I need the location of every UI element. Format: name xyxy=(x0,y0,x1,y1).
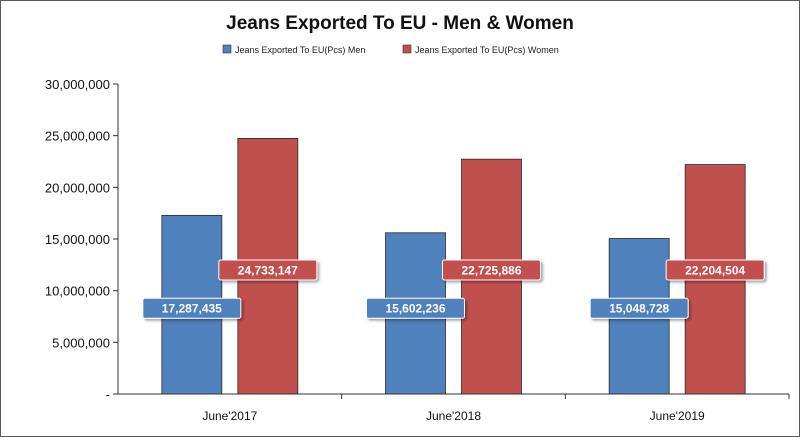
legend: Jeans Exported To EU(Pcs) Men Jeans Expor… xyxy=(222,44,559,55)
y-tick-label: 10,000,000 xyxy=(45,284,110,299)
x-tick-label: June'2019 xyxy=(650,409,705,423)
data-label-box xyxy=(665,259,765,281)
x-tick-label: June'2018 xyxy=(426,409,481,423)
y-tick-label: 20,000,000 xyxy=(45,180,110,195)
legend-swatch xyxy=(222,44,232,54)
data-label-box xyxy=(142,297,242,319)
data-label: 22,204,504 xyxy=(685,264,745,278)
data-labels: 17,287,435 24,733,147 15,602,236 22,725,886… xyxy=(142,259,765,319)
x-axis: June'2017 June'2018 June'2019 xyxy=(118,393,790,423)
y-tick-label: 15,000,000 xyxy=(45,232,110,247)
y-axis: - 5,000,000 10,000,000 15,000,000 20,000,000… xyxy=(45,77,119,402)
x-tick-label: June'2017 xyxy=(202,409,257,423)
data-label-box xyxy=(442,259,541,281)
data-label: 24,733,147 xyxy=(238,264,298,278)
y-tick-label: 30,000,000 xyxy=(45,77,110,92)
chart-title: Jeans Exported To EU - Men & Women xyxy=(226,13,574,34)
y-tick-label: - xyxy=(106,387,110,402)
legend-swatch xyxy=(402,44,412,54)
legend-label: Jeans Exported To EU(Pcs) Men xyxy=(235,45,365,55)
data-label-box xyxy=(366,297,465,319)
data-label: 15,602,236 xyxy=(385,302,445,316)
data-label: 17,287,435 xyxy=(162,302,222,316)
legend-label: Jeans Exported To EU(Pcs) Women xyxy=(415,45,559,55)
y-tick-label: 5,000,000 xyxy=(52,335,110,350)
data-label: 22,725,886 xyxy=(461,264,521,278)
y-tick-label: 25,000,000 xyxy=(45,129,110,144)
data-label-box xyxy=(589,297,689,319)
data-label: 15,048,728 xyxy=(609,302,669,316)
data-label-box xyxy=(218,259,318,281)
